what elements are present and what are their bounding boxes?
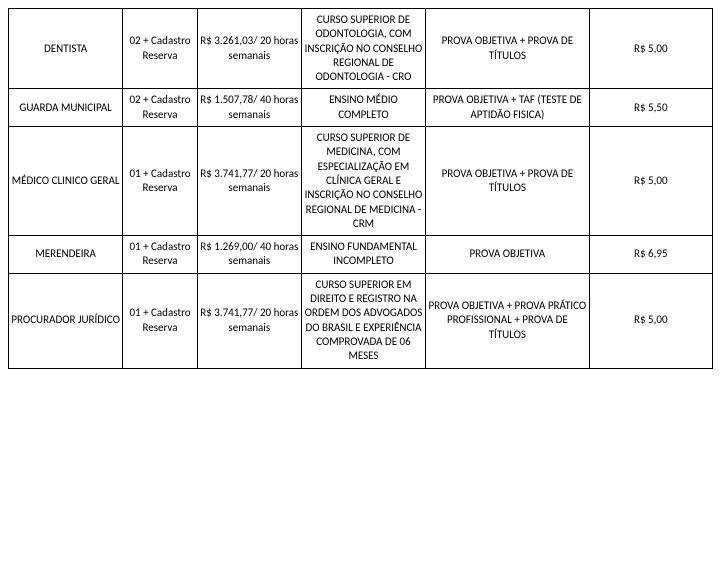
cell-vagas: 01 + Cadastro Reserva (123, 236, 198, 274)
cell-prova: PROVA OBJETIVA + TAF (TESTE DE APTIDÃO F… (426, 89, 589, 127)
cell-requisitos: CURSO SUPERIOR DE ODONTOLOGIA, COM INSCR… (301, 9, 425, 89)
cell-cargo: PROCURADOR JURÍDICO (9, 273, 123, 368)
cell-taxa: R$ 5,00 (589, 9, 712, 89)
cell-prova: PROVA OBJETIVA + PROVA DE TÍTULOS (426, 127, 589, 236)
cell-vagas: 02 + Cadastro Reserva (123, 89, 198, 127)
cell-salario: R$ 3.261,03/ 20 horas semanais (197, 9, 301, 89)
cell-prova: PROVA OBJETIVA + PROVA PRÁTICO PROFISSIO… (426, 273, 589, 368)
cell-taxa: R$ 5,50 (589, 89, 712, 127)
cell-requisitos: CURSO SUPERIOR EM DIREITO E REGISTRO NA … (301, 273, 425, 368)
cell-cargo: GUARDA MUNICIPAL (9, 89, 123, 127)
cell-prova: PROVA OBJETIVA + PROVA DE TÍTULOS (426, 9, 589, 89)
cell-vagas: 01 + Cadastro Reserva (123, 273, 198, 368)
cell-requisitos: CURSO SUPERIOR DE MEDICINA, COM ESPECIAL… (301, 127, 425, 236)
job-table: DENTISTA02 + Cadastro ReservaR$ 3.261,03… (8, 8, 713, 369)
table-row: PROCURADOR JURÍDICO01 + Cadastro Reserva… (9, 273, 713, 368)
cell-taxa: R$ 5,00 (589, 127, 712, 236)
cell-requisitos: ENSINO MÉDIO COMPLETO (301, 89, 425, 127)
table-row: MÉDICO CLINICO GERAL01 + Cadastro Reserv… (9, 127, 713, 236)
cell-salario: R$ 3.741,77/ 20 horas semanais (197, 127, 301, 236)
table-row: GUARDA MUNICIPAL02 + Cadastro ReservaR$ … (9, 89, 713, 127)
cell-taxa: R$ 6,95 (589, 236, 712, 274)
table-row: DENTISTA02 + Cadastro ReservaR$ 3.261,03… (9, 9, 713, 89)
cell-requisitos: ENSINO FUNDAMENTAL INCOMPLETO (301, 236, 425, 274)
cell-salario: R$ 3.741,77/ 20 horas semanais (197, 273, 301, 368)
cell-cargo: DENTISTA (9, 9, 123, 89)
cell-prova: PROVA OBJETIVA (426, 236, 589, 274)
cell-vagas: 01 + Cadastro Reserva (123, 127, 198, 236)
cell-cargo: MERENDEIRA (9, 236, 123, 274)
cell-cargo: MÉDICO CLINICO GERAL (9, 127, 123, 236)
job-table-body: DENTISTA02 + Cadastro ReservaR$ 3.261,03… (9, 9, 713, 369)
cell-taxa: R$ 5,00 (589, 273, 712, 368)
cell-vagas: 02 + Cadastro Reserva (123, 9, 198, 89)
cell-salario: R$ 1.269,00/ 40 horas semanais (197, 236, 301, 274)
cell-salario: R$ 1.507,78/ 40 horas semanais (197, 89, 301, 127)
table-row: MERENDEIRA01 + Cadastro ReservaR$ 1.269,… (9, 236, 713, 274)
